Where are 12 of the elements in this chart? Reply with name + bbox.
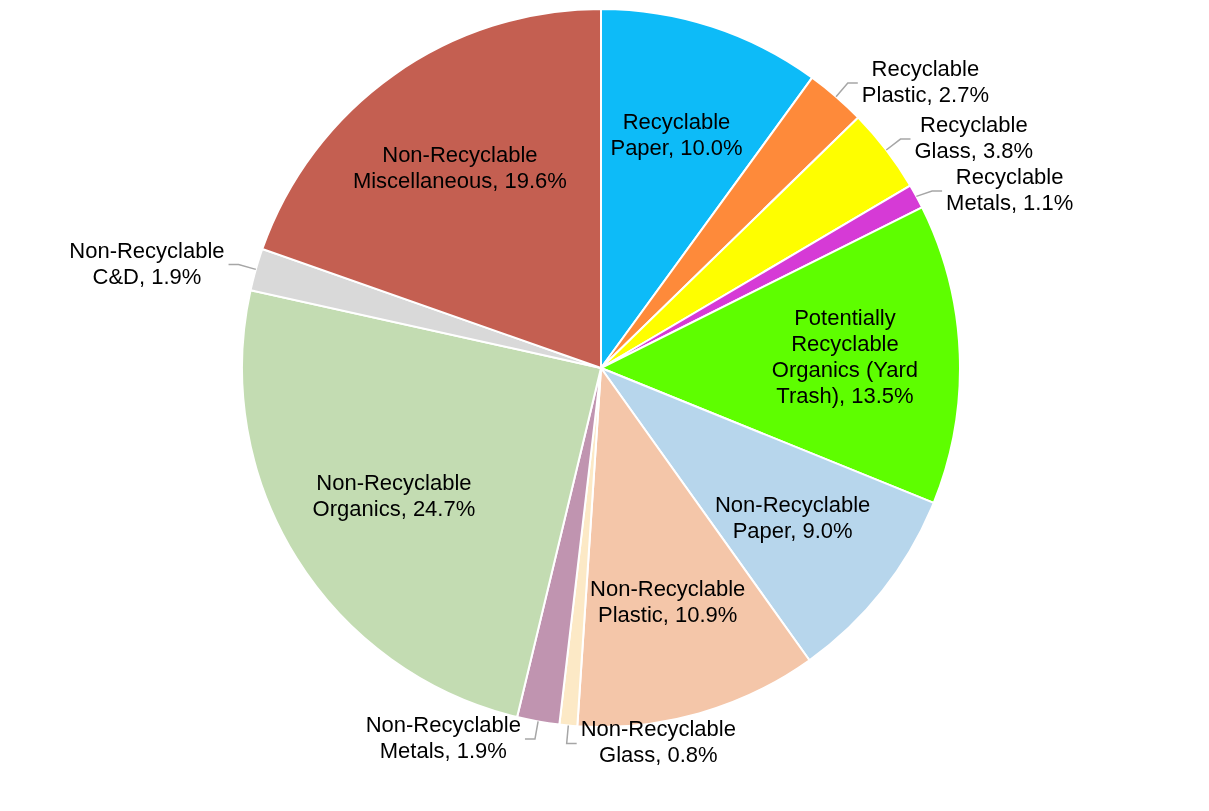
slice-label: Potentially Recyclable Organics (Yard Trash), 13.5% bbox=[771, 305, 919, 409]
slice-label: Non-Recyclable Metals, 1.9% bbox=[365, 712, 521, 764]
slice-label: Non-Recyclable Organics, 24.7% bbox=[312, 470, 476, 522]
slice-label: Recyclable Plastic, 2.7% bbox=[861, 56, 989, 108]
slice-label: Non-Recyclable Plastic, 10.9% bbox=[590, 575, 746, 627]
slice-label: Recyclable Paper, 10.0% bbox=[610, 108, 743, 160]
slice-label: Non-Recyclable Glass, 0.8% bbox=[580, 716, 736, 768]
slice-label: Recyclable Metals, 1.1% bbox=[946, 164, 1074, 216]
slice-label: Recyclable Glass, 3.8% bbox=[914, 112, 1034, 164]
slice-label: Non-Recyclable Miscellaneous, 19.6% bbox=[352, 141, 567, 193]
slice-label: Non-Recyclable Paper, 9.0% bbox=[714, 492, 871, 544]
slice-label: Non-Recyclable C&D, 1.9% bbox=[69, 237, 225, 289]
